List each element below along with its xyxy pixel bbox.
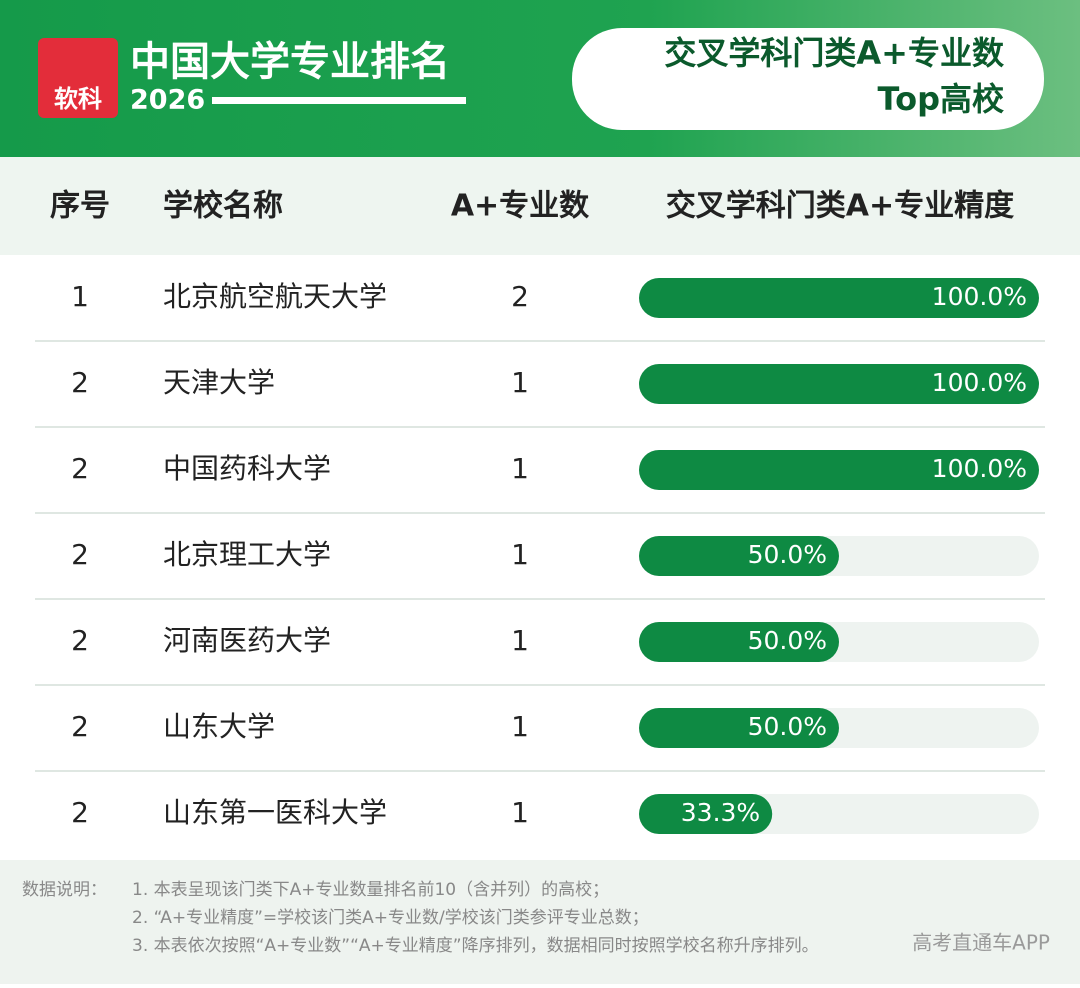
- rule: [212, 97, 466, 104]
- bar-label: 50.0%: [748, 540, 827, 569]
- rank: 2: [71, 710, 89, 743]
- badge-line: Top高校: [878, 80, 1004, 118]
- bar: [639, 622, 839, 662]
- logo: [38, 38, 118, 118]
- school: 山东第一医科大学: [163, 796, 387, 829]
- bar-label: 100.0%: [932, 454, 1027, 483]
- rank: 1: [71, 280, 89, 313]
- bar-label: 100.0%: [932, 368, 1027, 397]
- bar-label: 33.3%: [681, 798, 760, 827]
- column-header: 交叉学科门类A+专业精度: [666, 189, 1014, 224]
- school: 北京理工大学: [163, 538, 331, 571]
- table-header: [0, 157, 1080, 255]
- count: 1: [511, 710, 529, 743]
- bar: [639, 278, 1039, 318]
- note: 1. 本表呈现该门类下A+专业数量排名前10（含并列）的高校；: [132, 880, 609, 900]
- year: 2026: [130, 85, 205, 116]
- bar: [639, 708, 839, 748]
- rank: 2: [71, 452, 89, 485]
- note: 3. 本表依次按照“A+专业数”“A+专业精度”降序排列，数据相同时按照学校名称…: [132, 936, 819, 956]
- logo-text: 软科: [54, 85, 102, 113]
- school: 河南医药大学: [163, 624, 331, 657]
- count: 2: [511, 280, 529, 313]
- rank: 2: [71, 796, 89, 829]
- rank: 2: [71, 538, 89, 571]
- bar: [639, 536, 839, 576]
- bar: [639, 450, 1039, 490]
- bar: [639, 794, 773, 834]
- count: 1: [511, 538, 529, 571]
- school: 北京航空航天大学: [163, 280, 387, 313]
- rank: 2: [71, 366, 89, 399]
- count: 1: [511, 452, 529, 485]
- notes-area: [0, 860, 1080, 984]
- school: 山东大学: [163, 710, 275, 743]
- count: 1: [511, 624, 529, 657]
- note: 2. “A+专业精度”=学校该门类A+专业数/学校该门类参评专业总数；: [132, 908, 649, 928]
- badge-line: 交叉学科门类A+专业数: [664, 34, 1005, 72]
- bar-label: 100.0%: [932, 282, 1027, 311]
- bar: [639, 364, 1039, 404]
- badge: [572, 28, 1044, 130]
- school: 中国药科大学: [163, 452, 331, 485]
- column-header: 学校名称: [163, 189, 283, 224]
- column-header: A+专业数: [451, 189, 590, 224]
- watermark: 高考直通车APP: [912, 931, 1050, 955]
- column-header: 序号: [50, 189, 110, 224]
- notes-label: 数据说明：: [22, 880, 107, 900]
- rank: 2: [71, 624, 89, 657]
- bar-label: 50.0%: [748, 626, 827, 655]
- school: 天津大学: [163, 366, 275, 399]
- title: 中国大学专业排名: [130, 39, 450, 85]
- count: 1: [511, 366, 529, 399]
- count: 1: [511, 796, 529, 829]
- bar-label: 50.0%: [748, 712, 827, 741]
